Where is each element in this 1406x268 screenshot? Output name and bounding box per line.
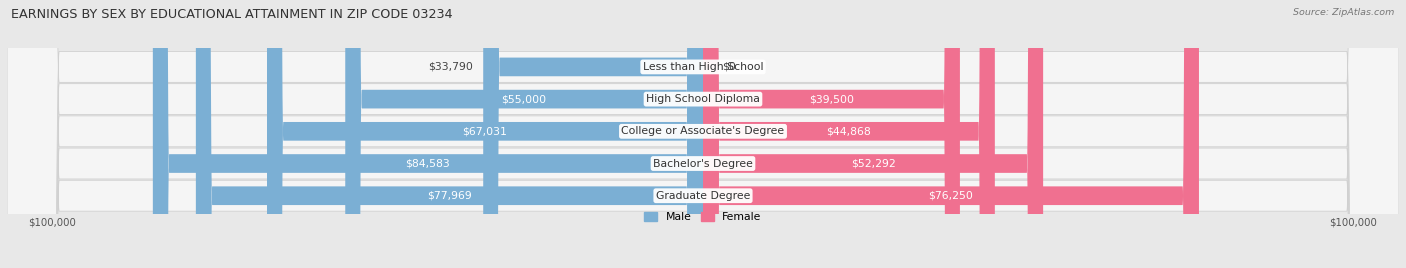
Text: Less than High School: Less than High School	[643, 62, 763, 72]
Legend: Male, Female: Male, Female	[644, 212, 762, 222]
Text: $44,868: $44,868	[827, 126, 872, 136]
FancyBboxPatch shape	[195, 0, 703, 268]
Text: $0: $0	[723, 62, 737, 72]
Text: High School Diploma: High School Diploma	[647, 94, 759, 104]
FancyBboxPatch shape	[346, 0, 703, 268]
Text: $55,000: $55,000	[502, 94, 547, 104]
FancyBboxPatch shape	[703, 0, 995, 268]
Text: $52,292: $52,292	[851, 158, 896, 169]
Text: $39,500: $39,500	[808, 94, 853, 104]
FancyBboxPatch shape	[7, 0, 1399, 268]
FancyBboxPatch shape	[153, 0, 703, 268]
Text: $67,031: $67,031	[463, 126, 508, 136]
Text: $33,790: $33,790	[429, 62, 474, 72]
FancyBboxPatch shape	[484, 0, 703, 268]
Text: EARNINGS BY SEX BY EDUCATIONAL ATTAINMENT IN ZIP CODE 03234: EARNINGS BY SEX BY EDUCATIONAL ATTAINMEN…	[11, 8, 453, 21]
FancyBboxPatch shape	[7, 0, 1399, 268]
Text: Graduate Degree: Graduate Degree	[655, 191, 751, 201]
FancyBboxPatch shape	[267, 0, 703, 268]
FancyBboxPatch shape	[703, 0, 1199, 268]
Text: $76,250: $76,250	[928, 191, 973, 201]
FancyBboxPatch shape	[703, 0, 960, 268]
FancyBboxPatch shape	[7, 0, 1399, 268]
Text: Bachelor's Degree: Bachelor's Degree	[652, 158, 754, 169]
Text: College or Associate's Degree: College or Associate's Degree	[621, 126, 785, 136]
Text: $84,583: $84,583	[405, 158, 450, 169]
Text: Source: ZipAtlas.com: Source: ZipAtlas.com	[1294, 8, 1395, 17]
FancyBboxPatch shape	[7, 0, 1399, 268]
Text: $77,969: $77,969	[427, 191, 472, 201]
FancyBboxPatch shape	[7, 0, 1399, 268]
FancyBboxPatch shape	[703, 0, 1043, 268]
